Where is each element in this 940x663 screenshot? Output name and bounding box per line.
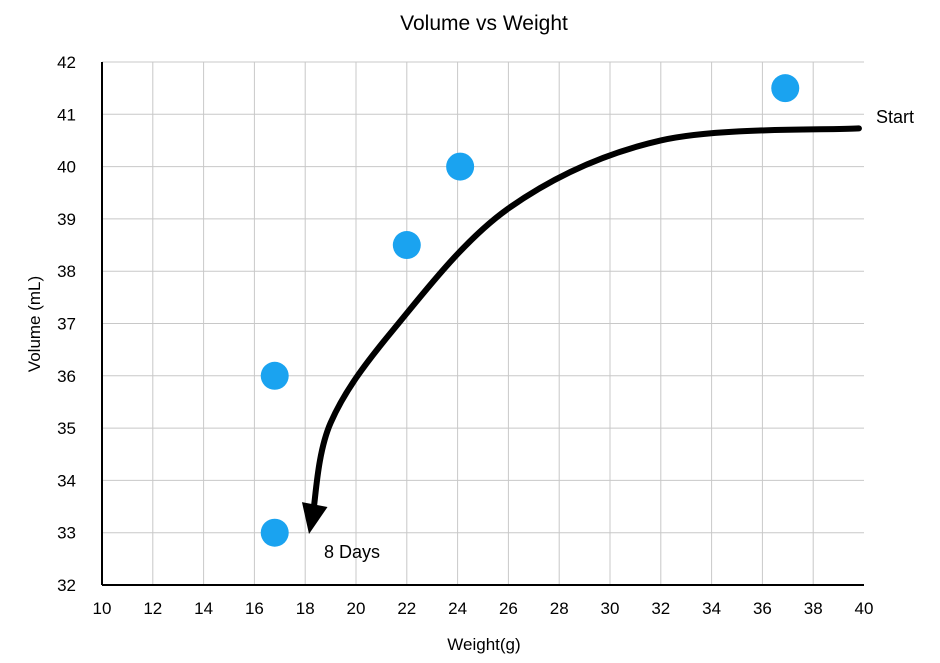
x-tick-label: 36 [753,599,772,618]
x-tick-label: 28 [550,599,569,618]
x-tick-label: 40 [855,599,874,618]
x-tick-label: 34 [702,599,721,618]
y-tick-label: 41 [57,105,76,124]
axes [101,62,864,586]
x-tick-label: 26 [499,599,518,618]
x-tick-label: 18 [296,599,315,618]
arrowhead [301,502,328,535]
x-tick-label: 30 [601,599,620,618]
x-axis-title: Weight(g) [447,635,520,654]
data-point [446,152,475,181]
grid [102,61,864,585]
x-tick-label: 24 [448,599,467,618]
y-tick-label: 42 [57,53,76,72]
y-tick-label: 36 [57,367,76,386]
end-label: 8 Days [324,542,380,562]
x-tick-label: 10 [93,599,112,618]
chart-title: Volume vs Weight [400,12,568,35]
y-tick-label: 37 [57,315,76,334]
start-label: Start [876,107,914,127]
x-tick-label: 32 [651,599,670,618]
x-tick-labels: 10 12 14 16 18 20 22 24 26 28 30 32 34 36 38 40 [93,599,874,618]
y-axis-title: Volume (mL) [25,276,44,372]
y-tick-label: 32 [57,576,76,595]
x-tick-label: 22 [397,599,416,618]
x-tick-label: 38 [804,599,823,618]
y-tick-label: 39 [57,210,76,229]
y-tick-label: 34 [57,471,76,490]
trend-arrow [301,125,862,535]
y-tick-label: 33 [57,524,76,543]
data-point [771,74,800,103]
x-tick-label: 20 [347,599,366,618]
data-point [392,231,421,260]
y-tick-label: 35 [57,419,76,438]
x-tick-label: 12 [143,599,162,618]
y-tick-labels: 32 33 34 35 36 37 38 39 40 41 42 [57,53,76,595]
arrow-curve [309,125,862,518]
data-point [260,361,289,390]
data-points [260,74,800,547]
x-tick-label: 14 [194,599,213,618]
y-tick-label: 38 [57,262,76,281]
data-point [260,518,289,547]
y-tick-label: 40 [57,158,76,177]
x-tick-label: 16 [245,599,264,618]
